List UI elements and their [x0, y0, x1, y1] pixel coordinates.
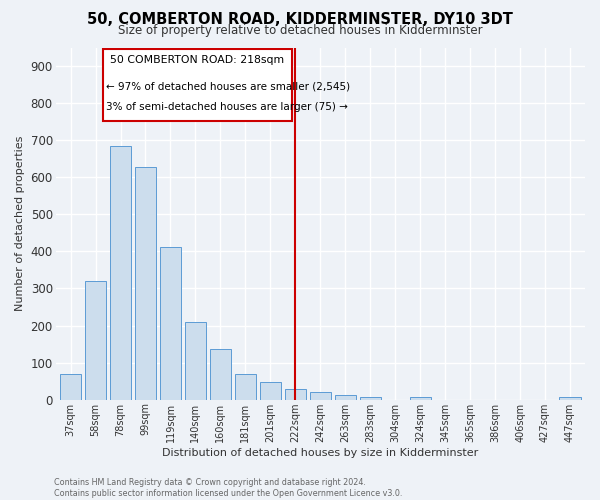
Text: 50, COMBERTON ROAD, KIDDERMINSTER, DY10 3DT: 50, COMBERTON ROAD, KIDDERMINSTER, DY10 …	[87, 12, 513, 26]
Bar	[359, 397, 381, 400]
Text: 3% of semi-detached houses are larger (75) →: 3% of semi-detached houses are larger (7…	[106, 102, 348, 112]
Bar	[185, 322, 206, 400]
Bar	[335, 395, 356, 400]
Bar	[160, 246, 181, 400]
Text: Size of property relative to detached houses in Kidderminster: Size of property relative to detached ho…	[118, 24, 482, 37]
Text: Contains HM Land Registry data © Crown copyright and database right 2024.
Contai: Contains HM Land Registry data © Crown c…	[54, 478, 403, 498]
Text: 50 COMBERTON ROAD: 218sqm: 50 COMBERTON ROAD: 218sqm	[110, 55, 284, 65]
X-axis label: Distribution of detached houses by size in Kidderminster: Distribution of detached houses by size …	[162, 448, 478, 458]
Bar	[110, 146, 131, 400]
Bar	[285, 388, 306, 400]
Bar	[85, 281, 106, 400]
Bar	[260, 382, 281, 400]
Bar	[103, 50, 292, 121]
Bar	[559, 396, 581, 400]
Text: ← 97% of detached houses are smaller (2,545): ← 97% of detached houses are smaller (2,…	[106, 82, 350, 92]
Bar	[60, 374, 81, 400]
Bar	[135, 167, 156, 400]
Bar	[210, 349, 231, 400]
Bar	[310, 392, 331, 400]
Bar	[235, 374, 256, 400]
Y-axis label: Number of detached properties: Number of detached properties	[15, 136, 25, 312]
Bar	[410, 396, 431, 400]
